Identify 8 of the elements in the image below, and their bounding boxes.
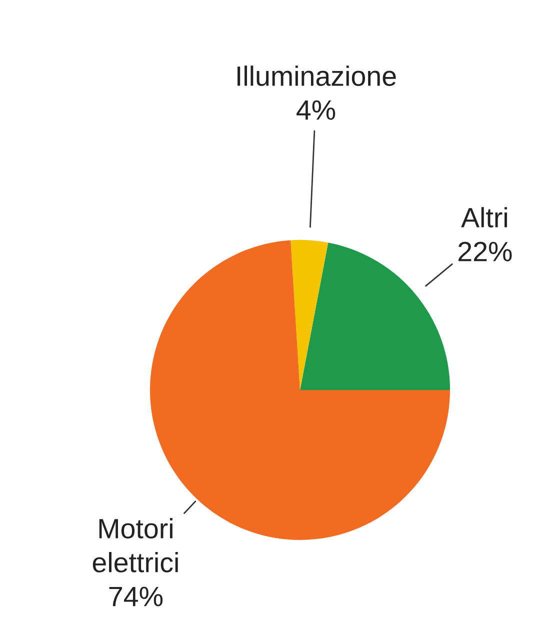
data-label: 74% [109, 586, 163, 606]
data-label: 4% [296, 100, 336, 120]
slice-label: Motori elettrici [92, 518, 178, 572]
pie-slice [290, 240, 328, 390]
slice-label: Illuminazione [238, 66, 396, 86]
pie-slice [300, 242, 450, 390]
data-label: 22% [458, 242, 512, 262]
slice-label: Altri [461, 207, 507, 228]
